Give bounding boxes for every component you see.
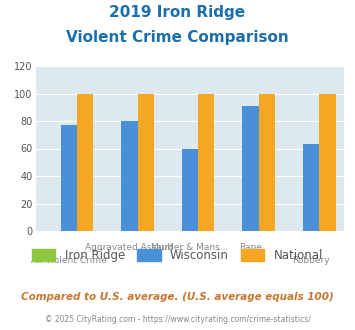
- Bar: [137, 93, 154, 231]
- Bar: [198, 93, 214, 231]
- Bar: [303, 145, 319, 231]
- Bar: [259, 93, 275, 231]
- Bar: [242, 106, 259, 231]
- Bar: [61, 125, 77, 231]
- Bar: [319, 93, 335, 231]
- Text: Murder & Mans...: Murder & Mans...: [151, 244, 229, 252]
- Text: © 2025 CityRating.com - https://www.cityrating.com/crime-statistics/: © 2025 CityRating.com - https://www.city…: [45, 315, 310, 324]
- Text: Rape: Rape: [239, 244, 262, 252]
- Bar: [77, 93, 93, 231]
- Text: All Violent Crime: All Violent Crime: [31, 256, 107, 265]
- Text: 2019 Iron Ridge: 2019 Iron Ridge: [109, 5, 246, 20]
- Text: Compared to U.S. average. (U.S. average equals 100): Compared to U.S. average. (U.S. average …: [21, 292, 334, 302]
- Bar: [121, 121, 137, 231]
- Bar: [182, 148, 198, 231]
- Text: Violent Crime Comparison: Violent Crime Comparison: [66, 30, 289, 45]
- Text: Aggravated Assault: Aggravated Assault: [85, 244, 174, 252]
- Text: Robbery: Robbery: [292, 256, 330, 265]
- Legend: Iron Ridge, Wisconsin, National: Iron Ridge, Wisconsin, National: [27, 244, 328, 266]
